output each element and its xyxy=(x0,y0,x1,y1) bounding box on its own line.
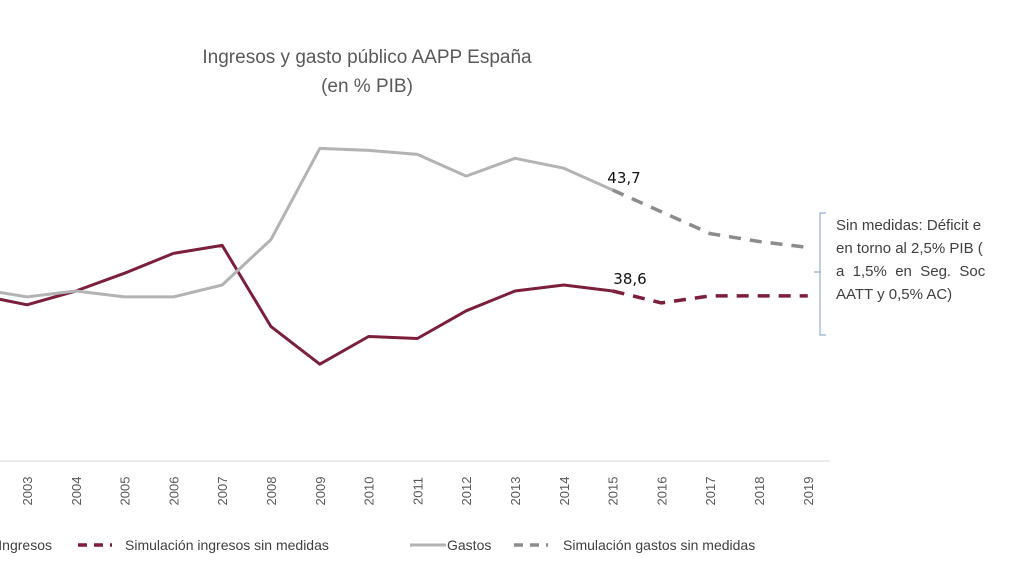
x-tick-label: 2006 xyxy=(166,477,181,506)
x-tick-label: 2014 xyxy=(557,477,572,506)
x-tick-label: 2004 xyxy=(69,477,84,506)
x-tick-label: 2005 xyxy=(118,477,133,506)
legend-label-gastos: Gastos xyxy=(447,537,491,553)
legend: Ingresos Simulación ingresos sin medidas… xyxy=(0,537,755,553)
x-tick-label: 2018 xyxy=(752,477,767,506)
x-tick-label: 2010 xyxy=(362,477,377,506)
annotation-line: AATT y 0,5% AC) xyxy=(836,286,952,303)
x-tick-label: 2016 xyxy=(654,477,669,506)
x-tick-label: 2019 xyxy=(801,477,816,506)
series-line-ingresos xyxy=(0,243,613,366)
x-tick-label: 2003 xyxy=(20,477,35,506)
x-tick-label: 2012 xyxy=(459,477,474,506)
x-tick-label: 2007 xyxy=(215,477,230,506)
legend-label-sim-gastos: Simulación gastos sin medidas xyxy=(563,537,755,553)
annotation-bracket xyxy=(814,212,826,336)
legend-label-ingresos: Ingresos xyxy=(0,537,52,553)
annotation-text: Sin medidas: Déficit e en torno al 2,5% … xyxy=(836,217,986,303)
x-tick-label: 2009 xyxy=(313,477,328,506)
series-line-simulaci-n-gastos-sin-medidas xyxy=(611,188,809,250)
x-tick-label: 2011 xyxy=(410,477,425,505)
x-tick-label: 2015 xyxy=(606,477,621,506)
x-tick-label: 2008 xyxy=(264,477,279,506)
annotation-line: Sin medidas: Déficit e xyxy=(836,217,981,234)
data-label-ingresos-2015: 38,6 xyxy=(613,270,646,288)
annotation-line: a 1,5% en Seg. Soc xyxy=(836,263,986,280)
annotation-line: en torno al 2,5% PIB ( xyxy=(836,240,983,257)
x-tick-label: 2017 xyxy=(703,477,718,506)
chart-subtitle: (en % PIB) xyxy=(321,76,413,97)
data-label-gastos-2015: 43,7 xyxy=(607,169,640,187)
legend-label-sim-ingresos: Simulación ingresos sin medidas xyxy=(125,537,329,553)
series-line-gastos xyxy=(0,146,614,299)
chart-title: Ingresos y gasto público AAPP España xyxy=(202,47,532,68)
series-line-simulaci-n-ingresos-sin-medidas xyxy=(612,289,808,305)
x-tick-label: 2013 xyxy=(508,477,523,506)
